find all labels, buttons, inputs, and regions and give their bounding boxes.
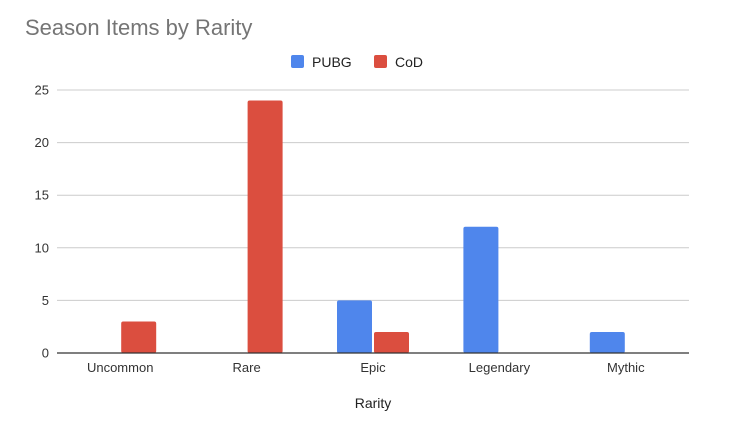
legend-label-pubg: PUBG (312, 54, 352, 70)
bar-pubg-legendary (463, 226, 499, 353)
legend: PUBG CoD (291, 54, 423, 70)
x-axis-ticks: Uncommon Rare Epic Legendary Mythic (87, 360, 645, 375)
y-tick-label: 20 (35, 135, 49, 150)
y-tick-label: 25 (35, 83, 49, 98)
x-tick-label: Legendary (469, 360, 531, 375)
y-tick-label: 5 (42, 293, 49, 308)
bar-cod-rare (247, 100, 283, 354)
legend-swatch-pubg (291, 55, 304, 68)
gridlines (57, 89, 689, 301)
x-tick-label: Rare (233, 360, 261, 375)
y-tick-label: 10 (35, 240, 49, 255)
legend-label-cod: CoD (395, 54, 423, 70)
x-tick-label: Uncommon (87, 360, 153, 375)
bar-pubg-mythic (589, 331, 625, 353)
x-axis-title: Rarity (355, 395, 392, 411)
y-axis-ticks: 0 5 10 15 20 25 (35, 83, 49, 361)
bars (121, 100, 625, 354)
x-tick-label: Mythic (607, 360, 645, 375)
x-tick-label: Epic (360, 360, 386, 375)
legend-swatch-cod (374, 55, 387, 68)
bar-pubg-epic (337, 300, 372, 353)
y-tick-label: 0 (42, 346, 49, 361)
chart-title: Season Items by Rarity (25, 15, 252, 40)
y-tick-label: 15 (35, 188, 49, 203)
bar-cod-epic (374, 331, 409, 353)
bar-cod-uncommon (121, 321, 157, 353)
